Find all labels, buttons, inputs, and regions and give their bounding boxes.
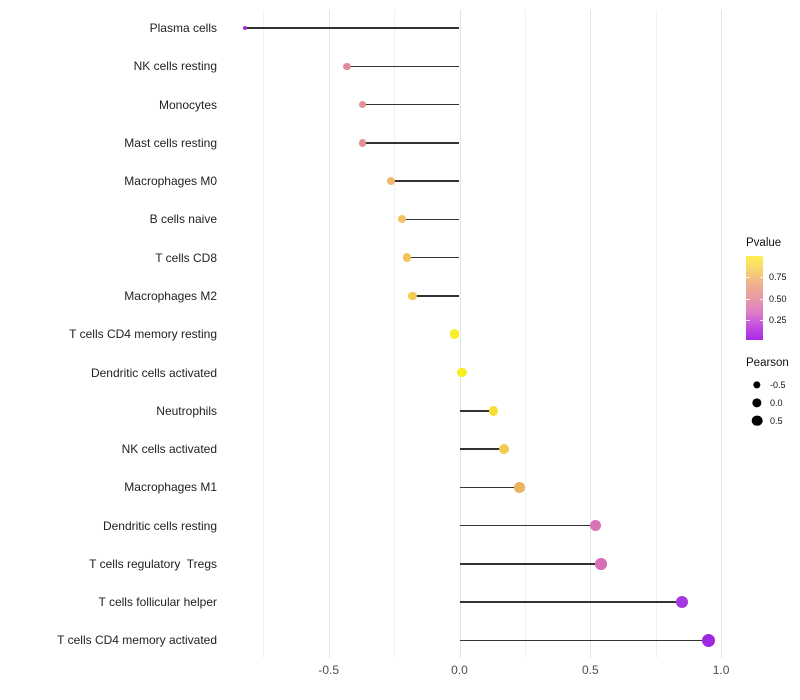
lollipop-dot <box>498 444 509 455</box>
category-label: Plasma cells <box>149 21 217 35</box>
category-label: T cells regulatory Tregs <box>89 556 217 571</box>
category-label: NK cells resting <box>133 59 217 74</box>
lollipop-stem <box>459 448 504 450</box>
lollipop-dot <box>397 215 406 224</box>
x-tick-label: -0.5 <box>318 663 340 677</box>
lollipop-stem <box>459 410 494 412</box>
pvalue-tick-label: 0.50 <box>769 293 787 304</box>
gridline-major <box>328 10 330 658</box>
lollipop-stem <box>459 601 682 603</box>
lollipop-stem <box>391 180 460 182</box>
lollipop-stem <box>459 486 520 489</box>
pearson-legend-label: 0.0 <box>770 397 783 408</box>
category-label: Macrophages M1 <box>124 480 217 495</box>
category-label: T cells follicular helper <box>98 595 218 610</box>
lollipop-dot <box>358 100 367 109</box>
lollipop-stem <box>459 563 601 565</box>
category-label: T cells CD4 memory activated <box>57 633 217 648</box>
lollipop-stem <box>407 256 460 259</box>
category-label: Dendritic cells resting <box>102 518 217 533</box>
pearson-size-legend: Pearson -0.5 0.0 0.5 <box>746 357 800 429</box>
lollipop-dot <box>402 253 412 262</box>
y-axis-category-labels: Plasma cells NK cells resting Monocytes Mas… <box>0 10 217 658</box>
category-label: NK cells activated <box>121 442 217 457</box>
pearson-legend-dot <box>753 380 761 389</box>
category-label: T cells CD8 <box>155 250 217 265</box>
colorbar-tick-mark <box>759 320 763 322</box>
x-tick-label: 0.0 <box>451 663 468 677</box>
pvalue-legend-title: Pvalue <box>746 237 782 249</box>
colorbar-tick-mark <box>759 298 763 300</box>
pvalue-colorbar <box>746 256 763 340</box>
x-tick-label: 1.0 <box>712 663 730 677</box>
lollipop-dot <box>701 633 715 647</box>
lollipop-dot <box>343 62 351 71</box>
category-label: B cells naive <box>149 212 217 227</box>
category-label: Macrophages M2 <box>124 288 217 303</box>
gridline-major <box>590 10 592 658</box>
gridline-minor <box>524 10 526 658</box>
lollipop-dot <box>589 519 602 532</box>
lollipop-stem <box>459 524 596 527</box>
lollipop-stem <box>362 142 460 144</box>
category-label: Neutrophils <box>156 403 217 418</box>
colorbar-tick-mark <box>759 277 763 279</box>
lollipop-dot <box>408 291 417 301</box>
category-label: Dendritic cells activated <box>90 365 217 380</box>
gridline-major <box>459 10 461 658</box>
pearson-legend-entry: -0.5 <box>746 376 800 393</box>
x-tick-label: 0.5 <box>581 663 599 677</box>
lollipop-dot <box>449 329 460 339</box>
lollipop-stem <box>347 65 460 68</box>
gridline-minor <box>655 10 657 658</box>
pvalue-tick-label: 0.75 <box>769 272 787 283</box>
lollipop-stem <box>459 639 709 642</box>
lollipop-stem <box>362 103 460 106</box>
lollipop-dot <box>457 367 467 378</box>
pearson-legend-title: Pearson <box>746 357 789 369</box>
pearson-legend-entry: 0.0 <box>746 394 800 411</box>
pvalue-tick-label: 0.25 <box>769 315 787 326</box>
colorbar-tick-mark <box>746 277 750 279</box>
category-label: Monocytes <box>158 97 217 112</box>
lollipop-dot <box>358 139 367 147</box>
pearson-legend-label: -0.5 <box>770 379 786 390</box>
lollipop-dot <box>595 558 607 570</box>
category-label: T cells CD4 memory resting <box>69 327 217 342</box>
lollipop-dot <box>488 406 499 416</box>
gridline-minor <box>263 10 265 658</box>
lollipop-dot <box>675 595 689 609</box>
pearson-legend-dot <box>752 397 762 408</box>
lollipop-stem <box>401 218 460 221</box>
lollipop-stem <box>412 295 460 297</box>
pearson-legend-dot <box>751 415 763 426</box>
colorbar-tick-mark <box>746 298 750 300</box>
lollipop-stem <box>244 27 460 29</box>
x-axis-tick-labels: -0.5 0.0 0.5 1.0 <box>237 663 737 683</box>
lollipop-dot <box>514 482 525 493</box>
colorbar-tick-mark <box>746 320 750 322</box>
plot-panel <box>237 10 737 658</box>
gridline-major <box>721 10 723 658</box>
pearson-legend-entry: 0.5 <box>746 412 800 429</box>
pearson-legend-label: 0.5 <box>770 415 783 426</box>
pvalue-color-legend: Pvalue 0.75 0.50 0.25 <box>746 237 800 340</box>
lollipop-dot <box>387 177 396 186</box>
category-label: Mast cells resting <box>124 135 217 150</box>
lollipop-dot <box>242 25 248 31</box>
gridline-minor <box>394 10 396 658</box>
category-label: Macrophages M0 <box>124 174 217 189</box>
